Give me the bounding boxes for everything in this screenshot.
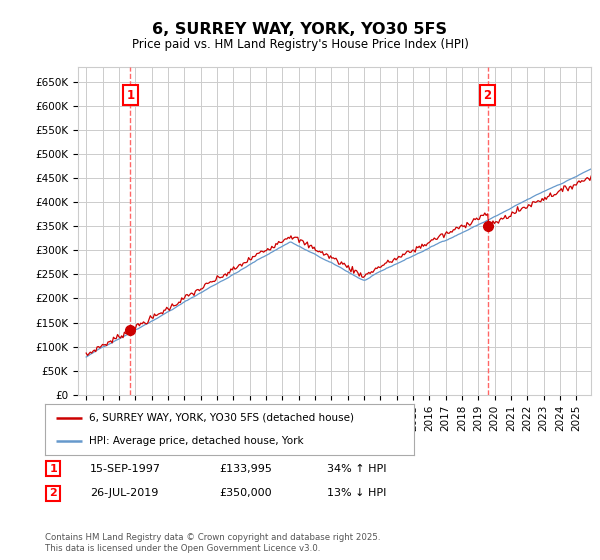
Text: £350,000: £350,000	[219, 488, 272, 498]
Text: 13% ↓ HPI: 13% ↓ HPI	[327, 488, 386, 498]
Text: 34% ↑ HPI: 34% ↑ HPI	[327, 464, 386, 474]
Text: 2: 2	[49, 488, 57, 498]
Text: 15-SEP-1997: 15-SEP-1997	[90, 464, 161, 474]
Text: £133,995: £133,995	[219, 464, 272, 474]
Text: 6, SURREY WAY, YORK, YO30 5FS (detached house): 6, SURREY WAY, YORK, YO30 5FS (detached …	[89, 413, 354, 423]
Text: 2: 2	[484, 88, 491, 101]
Text: 26-JUL-2019: 26-JUL-2019	[90, 488, 158, 498]
Text: Contains HM Land Registry data © Crown copyright and database right 2025.
This d: Contains HM Land Registry data © Crown c…	[45, 533, 380, 553]
Text: HPI: Average price, detached house, York: HPI: Average price, detached house, York	[89, 436, 304, 446]
Text: 1: 1	[49, 464, 57, 474]
Text: Price paid vs. HM Land Registry's House Price Index (HPI): Price paid vs. HM Land Registry's House …	[131, 38, 469, 50]
Text: 1: 1	[127, 88, 134, 101]
Text: 6, SURREY WAY, YORK, YO30 5FS: 6, SURREY WAY, YORK, YO30 5FS	[152, 22, 448, 38]
